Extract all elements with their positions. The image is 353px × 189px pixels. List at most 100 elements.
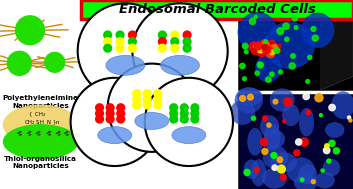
Ellipse shape [332, 91, 353, 119]
Ellipse shape [252, 116, 256, 120]
Ellipse shape [171, 44, 179, 52]
Ellipse shape [243, 77, 246, 81]
Ellipse shape [116, 44, 124, 52]
Ellipse shape [106, 55, 145, 75]
Ellipse shape [261, 42, 270, 52]
Ellipse shape [171, 31, 179, 39]
Ellipse shape [294, 26, 298, 29]
Ellipse shape [254, 15, 257, 18]
Ellipse shape [264, 125, 280, 150]
Ellipse shape [282, 105, 299, 126]
Ellipse shape [96, 109, 103, 117]
Ellipse shape [263, 146, 287, 169]
Ellipse shape [267, 49, 274, 55]
Ellipse shape [300, 178, 304, 182]
Ellipse shape [133, 101, 140, 109]
Ellipse shape [170, 115, 178, 123]
Ellipse shape [263, 46, 271, 54]
Ellipse shape [106, 109, 114, 117]
Ellipse shape [329, 140, 335, 146]
Ellipse shape [108, 64, 196, 152]
Ellipse shape [98, 127, 132, 144]
Ellipse shape [256, 44, 265, 53]
Ellipse shape [235, 87, 263, 113]
Ellipse shape [261, 40, 269, 49]
Ellipse shape [262, 148, 268, 154]
Ellipse shape [240, 95, 246, 101]
Ellipse shape [158, 38, 166, 46]
Ellipse shape [256, 55, 281, 81]
Ellipse shape [264, 130, 285, 148]
Ellipse shape [135, 112, 169, 129]
Ellipse shape [249, 42, 259, 52]
Ellipse shape [315, 172, 334, 188]
Ellipse shape [264, 40, 267, 43]
Ellipse shape [319, 114, 322, 117]
FancyBboxPatch shape [238, 94, 353, 189]
Ellipse shape [262, 44, 270, 51]
Ellipse shape [261, 116, 279, 137]
Ellipse shape [191, 109, 199, 117]
Ellipse shape [154, 95, 162, 103]
Ellipse shape [254, 45, 260, 51]
Ellipse shape [154, 90, 162, 98]
Ellipse shape [244, 169, 250, 175]
Ellipse shape [116, 38, 124, 46]
Ellipse shape [329, 104, 335, 111]
Ellipse shape [247, 94, 253, 100]
Ellipse shape [132, 3, 228, 99]
Ellipse shape [183, 31, 191, 39]
Ellipse shape [180, 115, 188, 123]
Text: Endosomal Labeled Cells: Endosomal Labeled Cells [99, 80, 206, 89]
Ellipse shape [106, 104, 114, 112]
Ellipse shape [133, 90, 140, 98]
Ellipse shape [285, 37, 289, 41]
Ellipse shape [255, 71, 259, 75]
Ellipse shape [283, 119, 286, 122]
Ellipse shape [325, 144, 329, 148]
Ellipse shape [289, 63, 295, 69]
Ellipse shape [183, 38, 191, 46]
Ellipse shape [104, 31, 112, 39]
Ellipse shape [263, 168, 287, 188]
Ellipse shape [16, 16, 44, 45]
Ellipse shape [250, 18, 256, 24]
Ellipse shape [143, 101, 151, 109]
Text: Nanoparticles: Nanoparticles [12, 163, 69, 169]
Ellipse shape [292, 15, 298, 21]
Ellipse shape [291, 54, 295, 58]
Ellipse shape [257, 62, 262, 67]
Ellipse shape [172, 127, 206, 144]
Ellipse shape [268, 42, 276, 50]
Ellipse shape [128, 44, 136, 52]
Ellipse shape [96, 115, 103, 123]
Ellipse shape [299, 108, 314, 136]
Ellipse shape [283, 23, 289, 29]
Ellipse shape [262, 44, 268, 50]
Ellipse shape [45, 53, 65, 72]
Ellipse shape [117, 115, 125, 123]
Ellipse shape [302, 13, 334, 47]
Ellipse shape [261, 46, 268, 53]
Ellipse shape [252, 46, 260, 55]
Ellipse shape [267, 47, 273, 53]
Ellipse shape [275, 48, 280, 53]
FancyBboxPatch shape [81, 0, 353, 19]
Text: Polyethyleneimine: Polyethyleneimine [2, 95, 79, 101]
Ellipse shape [264, 46, 270, 52]
Ellipse shape [321, 169, 324, 172]
Ellipse shape [117, 109, 125, 117]
Ellipse shape [266, 49, 275, 58]
Ellipse shape [106, 115, 114, 123]
Ellipse shape [265, 45, 270, 50]
Ellipse shape [117, 104, 125, 112]
Ellipse shape [315, 94, 323, 102]
Ellipse shape [257, 47, 266, 57]
Ellipse shape [256, 46, 265, 55]
Ellipse shape [300, 138, 308, 146]
Ellipse shape [96, 104, 103, 112]
Ellipse shape [312, 35, 318, 41]
Ellipse shape [299, 165, 317, 184]
Text: Endosomal Barcoded Cells: Endosomal Barcoded Cells [119, 3, 316, 16]
Ellipse shape [255, 42, 262, 50]
